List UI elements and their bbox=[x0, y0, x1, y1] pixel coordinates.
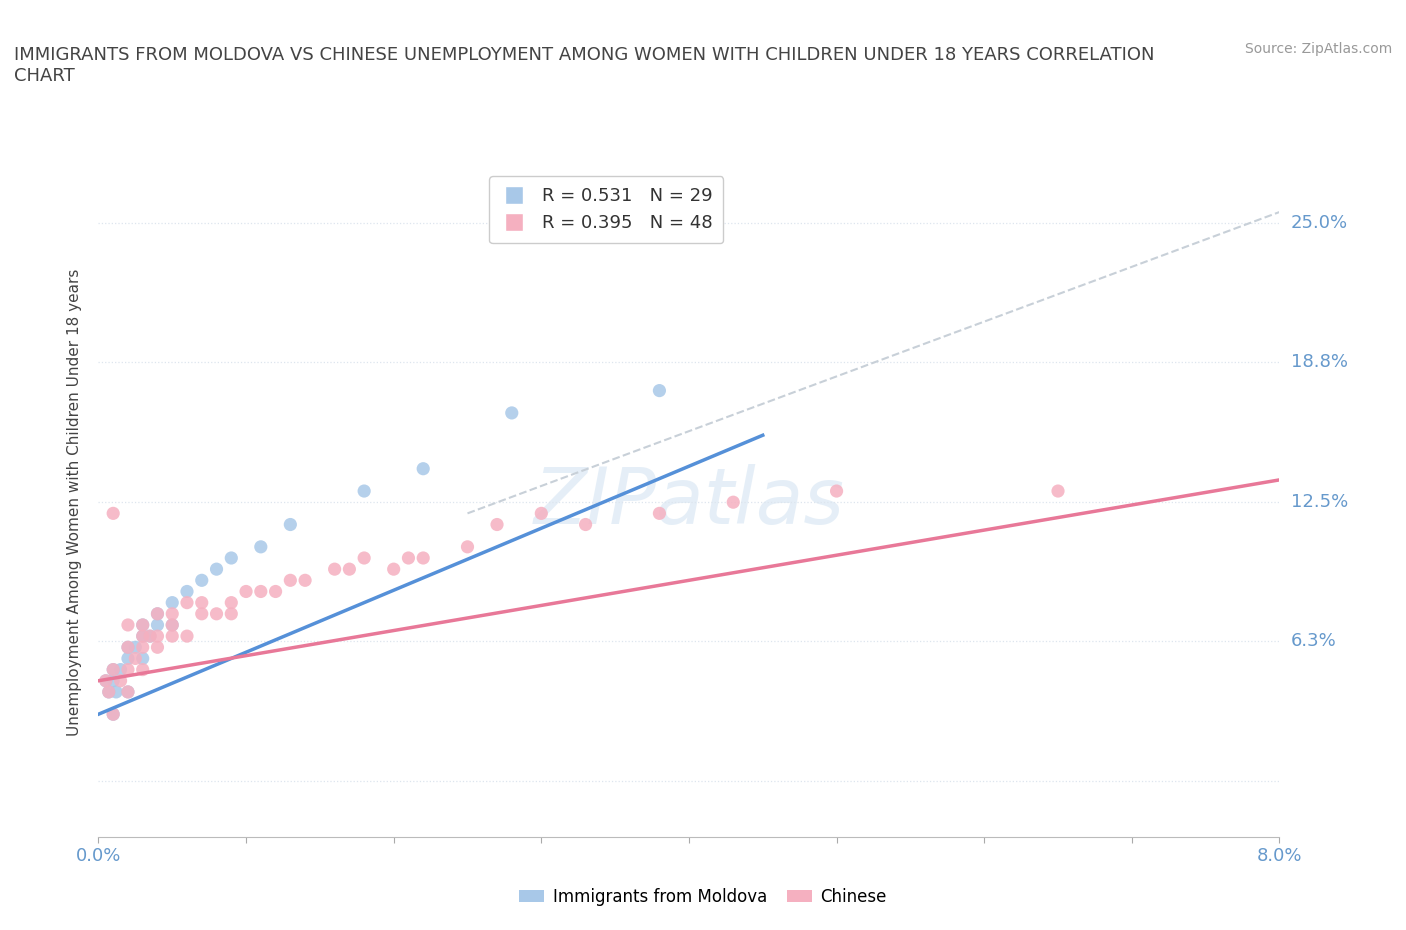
Point bbox=[1046, 484, 1069, 498]
Point bbox=[105, 684, 128, 699]
Point bbox=[117, 684, 139, 699]
Point bbox=[117, 618, 139, 632]
Point bbox=[162, 629, 183, 644]
Point bbox=[648, 506, 671, 521]
Point bbox=[146, 640, 169, 655]
Point bbox=[721, 495, 744, 510]
Point bbox=[219, 606, 242, 621]
Point bbox=[146, 629, 169, 644]
Point bbox=[97, 684, 120, 699]
Point bbox=[219, 595, 242, 610]
Point bbox=[250, 539, 273, 554]
Point bbox=[382, 562, 405, 577]
Point bbox=[94, 673, 117, 688]
Point bbox=[97, 684, 120, 699]
Legend: Immigrants from Moldova, Chinese: Immigrants from Moldova, Chinese bbox=[513, 881, 893, 912]
Point bbox=[132, 629, 155, 644]
Point bbox=[176, 629, 198, 644]
Point bbox=[117, 662, 139, 677]
Point bbox=[162, 618, 183, 632]
Point bbox=[103, 506, 124, 521]
Y-axis label: Unemployment Among Women with Children Under 18 years: Unemployment Among Women with Children U… bbox=[67, 269, 83, 736]
Point bbox=[117, 640, 139, 655]
Point bbox=[396, 551, 419, 565]
Text: ZIPatlas: ZIPatlas bbox=[533, 464, 845, 540]
Point bbox=[124, 651, 146, 666]
Point bbox=[176, 595, 198, 610]
Point bbox=[176, 584, 198, 599]
Point bbox=[501, 405, 523, 420]
Point bbox=[132, 629, 155, 644]
Point bbox=[103, 707, 124, 722]
Text: 18.8%: 18.8% bbox=[1291, 352, 1347, 370]
Point bbox=[110, 673, 132, 688]
Text: 25.0%: 25.0% bbox=[1291, 214, 1348, 232]
Text: 6.3%: 6.3% bbox=[1291, 631, 1336, 649]
Point bbox=[162, 618, 183, 632]
Point bbox=[94, 673, 117, 688]
Point bbox=[191, 595, 214, 610]
Point bbox=[191, 606, 214, 621]
Point bbox=[146, 618, 169, 632]
Point bbox=[103, 673, 124, 688]
Point bbox=[103, 662, 124, 677]
Text: 12.5%: 12.5% bbox=[1291, 493, 1348, 512]
Point bbox=[485, 517, 508, 532]
Point bbox=[162, 606, 183, 621]
Point bbox=[456, 539, 478, 554]
Point bbox=[219, 551, 242, 565]
Point bbox=[264, 584, 287, 599]
Point bbox=[205, 562, 228, 577]
Point bbox=[337, 562, 360, 577]
Point bbox=[132, 618, 155, 632]
Point bbox=[353, 551, 375, 565]
Text: IMMIGRANTS FROM MOLDOVA VS CHINESE UNEMPLOYMENT AMONG WOMEN WITH CHILDREN UNDER : IMMIGRANTS FROM MOLDOVA VS CHINESE UNEMP… bbox=[14, 46, 1154, 86]
Point bbox=[250, 584, 273, 599]
Point bbox=[648, 383, 671, 398]
Point bbox=[278, 573, 301, 588]
Point bbox=[124, 640, 146, 655]
Point bbox=[132, 640, 155, 655]
Point bbox=[323, 562, 346, 577]
Point bbox=[530, 506, 553, 521]
Point bbox=[353, 484, 375, 498]
Point bbox=[117, 651, 139, 666]
Point bbox=[412, 551, 434, 565]
Point bbox=[278, 517, 301, 532]
Point bbox=[205, 606, 228, 621]
Point bbox=[191, 573, 214, 588]
Point bbox=[132, 618, 155, 632]
Point bbox=[110, 662, 132, 677]
Point bbox=[117, 640, 139, 655]
Point bbox=[825, 484, 848, 498]
Point bbox=[574, 517, 596, 532]
Point bbox=[146, 606, 169, 621]
Point bbox=[103, 662, 124, 677]
Point bbox=[132, 651, 155, 666]
Point bbox=[162, 595, 183, 610]
Point bbox=[235, 584, 257, 599]
Point bbox=[146, 606, 169, 621]
Point bbox=[103, 707, 124, 722]
Point bbox=[139, 629, 162, 644]
Point bbox=[294, 573, 316, 588]
Point bbox=[117, 684, 139, 699]
Point bbox=[132, 662, 155, 677]
Text: Source: ZipAtlas.com: Source: ZipAtlas.com bbox=[1244, 42, 1392, 56]
Legend: R = 0.531   N = 29, R = 0.395   N = 48: R = 0.531 N = 29, R = 0.395 N = 48 bbox=[489, 177, 723, 243]
Point bbox=[412, 461, 434, 476]
Point bbox=[139, 629, 162, 644]
